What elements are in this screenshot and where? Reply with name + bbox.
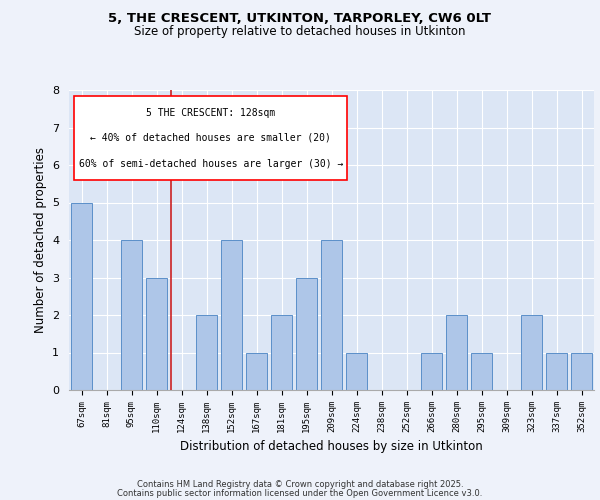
Text: 60% of semi-detached houses are larger (30) →: 60% of semi-detached houses are larger (… bbox=[79, 159, 343, 169]
Bar bbox=[346, 352, 367, 390]
Bar bbox=[196, 315, 217, 390]
Text: Contains HM Land Registry data © Crown copyright and database right 2025.: Contains HM Land Registry data © Crown c… bbox=[137, 480, 463, 489]
Bar bbox=[271, 315, 292, 390]
X-axis label: Distribution of detached houses by size in Utkinton: Distribution of detached houses by size … bbox=[180, 440, 483, 454]
Bar bbox=[321, 240, 342, 390]
Text: Contains public sector information licensed under the Open Government Licence v3: Contains public sector information licen… bbox=[118, 488, 482, 498]
Bar bbox=[571, 352, 592, 390]
Bar bbox=[221, 240, 242, 390]
Bar bbox=[471, 352, 492, 390]
Text: Size of property relative to detached houses in Utkinton: Size of property relative to detached ho… bbox=[134, 25, 466, 38]
Bar bbox=[121, 240, 142, 390]
Text: 5, THE CRESCENT, UTKINTON, TARPORLEY, CW6 0LT: 5, THE CRESCENT, UTKINTON, TARPORLEY, CW… bbox=[109, 12, 491, 26]
Text: 5 THE CRESCENT: 128sqm: 5 THE CRESCENT: 128sqm bbox=[146, 108, 275, 118]
Bar bbox=[296, 278, 317, 390]
Bar bbox=[71, 202, 92, 390]
Bar bbox=[146, 278, 167, 390]
Text: ← 40% of detached houses are smaller (20): ← 40% of detached houses are smaller (20… bbox=[91, 132, 331, 142]
Bar bbox=[246, 352, 267, 390]
Bar bbox=[74, 96, 347, 180]
Bar bbox=[421, 352, 442, 390]
Y-axis label: Number of detached properties: Number of detached properties bbox=[34, 147, 47, 333]
Bar bbox=[546, 352, 567, 390]
Bar bbox=[446, 315, 467, 390]
Bar bbox=[521, 315, 542, 390]
